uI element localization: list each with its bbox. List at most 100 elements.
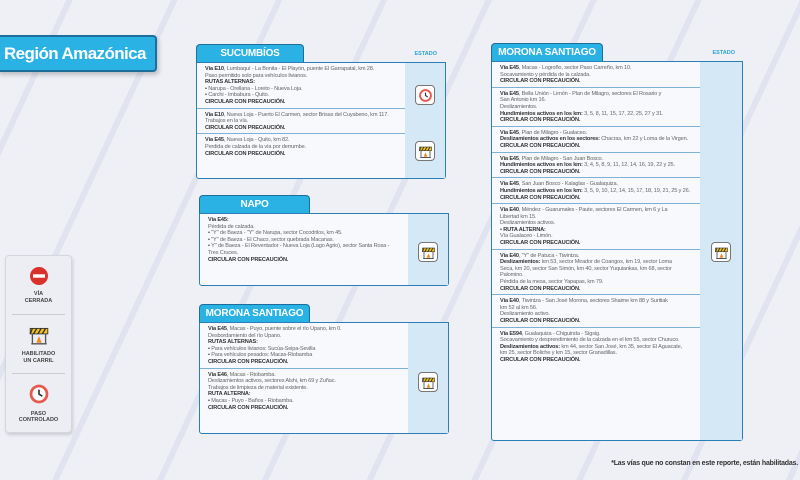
- entry-text: km 44, sector San José, km 35, sector El…: [559, 343, 682, 350]
- entry-bold: Vía E45:: [208, 217, 229, 223]
- legend: VÍA CERRADA HABILITADO UN CARRIL PASO CONT…: [5, 255, 72, 433]
- entry-line: Seca, km 20, sector San Simón, km 40, se…: [500, 266, 696, 273]
- entry-text: Palomino.: [500, 272, 524, 279]
- entry-line: Vía Gualaceo - Limón.: [500, 233, 696, 240]
- entry-bold: Vía E40: [500, 207, 519, 214]
- panel-title: MORONA SANTIAGO: [491, 43, 603, 62]
- region-title: Región Amazónica: [0, 35, 157, 72]
- road-entry: Vía E45, Plan de Milagro - San Juan Bosc…: [492, 153, 700, 179]
- entry-text: "Y" de Baeza - El Chaco, sector quebrada…: [211, 236, 334, 243]
- entry-text: , Gualaquiza - Chiguinda - Sígsig.: [521, 330, 601, 337]
- estado-header: ESTADO: [712, 50, 735, 56]
- panel-body: Vía E10, Lumbaquí - La Bonita - El Playó…: [196, 62, 446, 179]
- entry-bold: CIRCULAR CON PRECAUCIÓN.: [208, 358, 289, 365]
- entry-line: CIRCULAR CON PRECAUCIÓN.: [500, 318, 696, 325]
- entry-bold: Deslizamientos:: [500, 259, 541, 266]
- panel-body: Vía E45:Pérdida de calzada."Y" de Baeza …: [199, 213, 449, 286]
- entry-line: Deslizamientos activos en los sectores: …: [500, 136, 696, 143]
- entry-text: , San Juan Bosco - Kalaglas - Gualaquiza…: [518, 181, 618, 188]
- road-entry: Vía E45:Pérdida de calzada."Y" de Baeza …: [200, 214, 408, 265]
- entry-line: CIRCULAR CON PRECAUCIÓN.: [500, 357, 696, 364]
- entry-line: CIRCULAR CON PRECAUCIÓN.: [500, 195, 696, 202]
- entry-line: Vía E45, San Juan Bosco - Kalaglas - Gua…: [500, 181, 696, 188]
- entry-line: RUTAS ALTERNAS:: [208, 339, 404, 346]
- entry-text: , Tiwintza - San José Morona, sectores S…: [518, 298, 668, 305]
- entry-line: CIRCULAR CON PRECAUCIÓN.: [500, 78, 696, 85]
- entry-bold: CIRCULAR CON PRECAUCIÓN.: [500, 194, 581, 201]
- entry-line: CIRCULAR CON PRECAUCIÓN.: [205, 125, 401, 132]
- entry-bold: CIRCULAR CON PRECAUCIÓN.: [500, 78, 581, 85]
- entry-line: Vía E45:: [208, 217, 404, 224]
- road-entry: Vía E45, Plan de Milagro - Gualaceo. Desl…: [492, 127, 700, 153]
- entry-text: Socavamiento y desprendimiento de la cal…: [500, 337, 680, 344]
- entry-line: RUTAS ALTERNAS:: [205, 79, 401, 86]
- entry-text: km 25, sector Boliche y km 15, sector Gr…: [500, 350, 617, 357]
- legend-label: PASO CONTROLADO: [18, 410, 59, 424]
- closed-road-icon: [29, 266, 49, 289]
- legend-label: VÍA CERRADA: [24, 291, 53, 304]
- entry-text: km 53, sector Mirador de Coangos, km 19,…: [540, 259, 672, 266]
- entry-text: , Méndez - Guarumales - Paute, sectores …: [518, 207, 668, 214]
- barrier-icon: [28, 324, 50, 349]
- entry-bold: Deslizamientos activos:: [500, 343, 560, 350]
- entry-line: "Y" de Baeza - "Y" de Narupa, sector Coc…: [208, 230, 404, 237]
- entry-text: , Macas - Riobamba.: [226, 371, 276, 378]
- entry-bold: Vía E45: [500, 129, 519, 136]
- entry-line: CIRCULAR CON PRECAUCIÓN.: [500, 240, 696, 247]
- panel-body: Vía E45, Macas - Puyo, puente sobre el r…: [199, 322, 449, 434]
- entry-bold: Vía E45: [500, 155, 519, 162]
- entry-bold: Vía E40: [500, 252, 519, 259]
- entry-text: Para vehículos livianos: Sucúa-Seipa-Sev…: [211, 345, 316, 352]
- entry-text: Para vehículos pesados: Macas-Riobamba: [211, 352, 313, 359]
- entry-bold: CIRCULAR CON PRECAUCIÓN.: [208, 256, 289, 263]
- entry-line: Trabajos en la vía.: [205, 118, 401, 125]
- entry-text: Desbordamiento del río Upano.: [208, 332, 282, 339]
- road-entry: Vía E46, Macas - Riobamba. Deslizamientos…: [200, 369, 408, 414]
- entry-line: Vía E594, Gualaquiza - Chiguinda - Sígsi…: [500, 331, 696, 338]
- entry-line: Y" de Baeza - El Reventador - Nueva Loja…: [208, 243, 404, 250]
- road-entry: Vía E45, San Juan Bosco - Kalaglas - Gua…: [492, 178, 700, 205]
- entry-bold: Vía E45: [500, 65, 519, 71]
- entry-bold: CIRCULAR CON PRECAUCIÓN.: [500, 142, 581, 149]
- entry-text: Trabajos de limpieza de material existen…: [208, 384, 308, 391]
- entry-line: km 52 al km 56.: [500, 305, 696, 312]
- entry-bold: Vía E45: [500, 90, 519, 97]
- entry-line: Vía E45, Nueva Loja - Quito, km 82.: [205, 137, 401, 144]
- entry-line: CIRCULAR CON PRECAUCIÓN.: [208, 359, 404, 366]
- entry-bold: CIRCULAR CON PRECAUCIÓN.: [205, 150, 286, 157]
- entry-text: Libertad km 15.: [500, 213, 537, 220]
- entry-bold: RUTA ALTERNA:: [208, 391, 251, 398]
- entry-text: Paso permitido solo para vehículos livia…: [205, 72, 308, 79]
- entry-bold: RUTA ALTERNA:: [503, 226, 546, 233]
- entry-line: Perdida de calzada de la vía por derrumb…: [205, 144, 401, 151]
- entry-bold: CIRCULAR CON PRECAUCIÓN.: [500, 168, 581, 175]
- entry-bold: CIRCULAR CON PRECAUCIÓN.: [205, 98, 286, 105]
- entry-line: San Antonio km 16.: [500, 97, 696, 104]
- entry-line: RUTA ALTERNA:: [208, 391, 404, 398]
- entry-text: , Macas - Logroño, sector Paso Carreño, …: [518, 65, 632, 71]
- entry-line: CIRCULAR CON PRECAUCIÓN.: [500, 143, 696, 150]
- entry-text: Narupa - Orellana - Loreto - Nueva Loja.: [208, 85, 303, 92]
- road-entry: Vía E45, Macas - Logroño, sector Paso Ca…: [492, 62, 700, 88]
- panel-title: SUCUMBÍOS: [196, 44, 304, 63]
- entry-bold: Vía E46: [208, 371, 227, 378]
- entry-bold: Vía E10: [205, 66, 224, 72]
- entry-bold: RUTAS ALTERNAS:: [208, 339, 258, 346]
- entry-text: , Nueva Loja - Puerto El Carmen, sector …: [223, 111, 389, 118]
- entry-line: km 25, sector Boliche y km 15, sector Gr…: [500, 350, 696, 357]
- entry-bold: CIRCULAR CON PRECAUCIÓN.: [208, 404, 289, 411]
- entry-line: Deslizamientos activos, sectores Alshi, …: [208, 378, 404, 385]
- clock-icon: [28, 383, 50, 408]
- entry-line: Vía E40, Tiwintza - San José Morona, sec…: [500, 298, 696, 305]
- entry-line: CIRCULAR CON PRECAUCIÓN.: [500, 286, 696, 293]
- entry-line: CIRCULAR CON PRECAUCIÓN.: [500, 169, 696, 176]
- estado-header: ESTADO: [414, 51, 437, 57]
- entry-bold: CIRCULAR CON PRECAUCIÓN.: [500, 356, 581, 363]
- entry-text: Carchi - Imbabura - Quito.: [208, 92, 269, 99]
- entry-bold: CIRCULAR CON PRECAUCIÓN.: [500, 240, 581, 247]
- road-entry: Vía E40, Tiwintza - San José Morona, sec…: [492, 295, 700, 328]
- entry-bold: CIRCULAR CON PRECAUCIÓN.: [205, 124, 286, 131]
- footnote: *Las vías que no constan en este reporte…: [611, 460, 798, 467]
- entry-text: , Macas - Puyo, puente sobre el río Upan…: [226, 326, 342, 332]
